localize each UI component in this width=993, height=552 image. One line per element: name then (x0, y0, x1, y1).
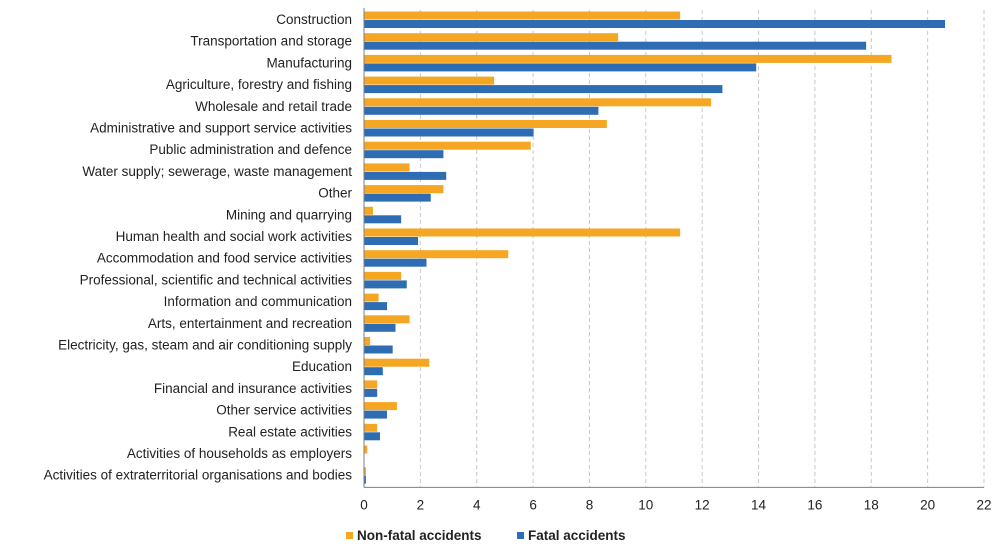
category-label: Other (318, 186, 352, 201)
bar-fatal (364, 345, 393, 354)
x-tick-label: 8 (586, 497, 594, 512)
bar-non-fatal (364, 445, 368, 454)
category-labels: Construction Transportation and storage Ma… (44, 12, 353, 483)
x-tick-label: 16 (807, 497, 822, 512)
category-label: Arts, entertainment and recreation (148, 316, 352, 331)
bar-fatal (364, 41, 867, 50)
x-tick-label: 14 (751, 497, 767, 512)
category-label: Electricity, gas, steam and air conditio… (58, 338, 352, 353)
bar-fatal (364, 302, 388, 311)
category-label: Professional, scientific and technical a… (80, 272, 353, 287)
bar-non-fatal (364, 206, 373, 215)
category-label: Transportation and storage (190, 34, 352, 49)
bar-fatal (364, 20, 946, 28)
bar-non-fatal (364, 54, 892, 63)
bar-fatal (364, 280, 407, 289)
legend-swatch-non-fatal (346, 532, 353, 539)
category-label: Education (292, 359, 352, 374)
x-tick-label: 10 (638, 497, 653, 512)
legend-swatch-fatal (517, 532, 524, 539)
bar-non-fatal (364, 98, 712, 107)
bar-fatal (364, 367, 383, 376)
category-label: Mining and quarrying (226, 207, 352, 222)
bar-fatal (364, 323, 396, 332)
category-label: Accommodation and food service activitie… (97, 251, 352, 266)
grid-lines (419, 10, 985, 488)
category-label: Activities of households as employers (127, 446, 352, 461)
bar-fatal (364, 215, 402, 224)
x-tick-label: 20 (920, 497, 935, 512)
bar-non-fatal (364, 380, 378, 389)
x-tick-label: 22 (976, 497, 991, 512)
bar-fatal (364, 171, 447, 180)
bars (364, 11, 946, 484)
bar-fatal (364, 388, 378, 397)
bar-non-fatal (364, 163, 410, 172)
bar-fatal (364, 128, 534, 137)
bar-non-fatal (364, 76, 495, 85)
bar-fatal (364, 85, 723, 94)
bar-non-fatal (364, 33, 619, 42)
bar-fatal (364, 193, 431, 202)
x-tick-label: 18 (864, 497, 879, 512)
bar-non-fatal (364, 271, 402, 280)
bar-fatal (364, 63, 757, 72)
category-label: Construction (276, 12, 352, 27)
x-tick-label: 2 (417, 497, 425, 512)
x-tick-label: 0 (360, 497, 368, 512)
category-label: Administrative and support service activ… (90, 121, 352, 136)
bar-non-fatal (364, 358, 430, 367)
x-tick-label: 12 (695, 497, 710, 512)
category-label: Information and communication (164, 294, 352, 309)
bar-fatal (364, 258, 427, 267)
category-label: Activities of extraterritorial organisat… (44, 468, 353, 483)
tick-labels: 0 2 4 6 8 10 12 14 16 18 20 22 (360, 497, 991, 512)
bar-non-fatal (364, 402, 397, 411)
x-tick-label: 4 (473, 497, 481, 512)
category-label: Real estate activities (228, 424, 352, 439)
category-label: Water supply; sewerage, waste management (82, 164, 352, 179)
x-tick-label: 6 (529, 497, 537, 512)
bar-non-fatal (364, 467, 366, 476)
bar-fatal (364, 237, 419, 245)
bar-fatal (364, 475, 366, 484)
category-label: Public administration and defence (149, 142, 352, 157)
category-label: Manufacturing (266, 55, 352, 70)
category-label: Other service activities (216, 403, 352, 418)
bar-non-fatal (364, 315, 410, 324)
legend-label-non-fatal: Non-fatal accidents (357, 528, 482, 543)
bar-fatal (364, 106, 599, 115)
category-label: Financial and insurance activities (154, 381, 352, 396)
bar-non-fatal (364, 11, 681, 20)
legend-label-fatal: Fatal accidents (528, 528, 626, 543)
bar-non-fatal (364, 423, 378, 432)
bar-non-fatal (364, 185, 444, 194)
axes (363, 8, 984, 488)
legend: Non-fatal accidents Fatal accidents (346, 528, 626, 543)
bar-non-fatal (364, 228, 681, 237)
category-label: Wholesale and retail trade (195, 99, 352, 114)
bar-non-fatal (364, 337, 371, 345)
bar-fatal (364, 410, 388, 419)
bar-fatal (364, 150, 444, 159)
bar-non-fatal (364, 293, 379, 302)
bar-fatal (364, 432, 380, 441)
bar-non-fatal (364, 120, 607, 128)
category-label: Human health and social work activities (116, 229, 353, 244)
bar-non-fatal (364, 141, 531, 150)
category-label: Agriculture, forestry and fishing (166, 77, 352, 92)
bar-non-fatal (364, 250, 509, 259)
